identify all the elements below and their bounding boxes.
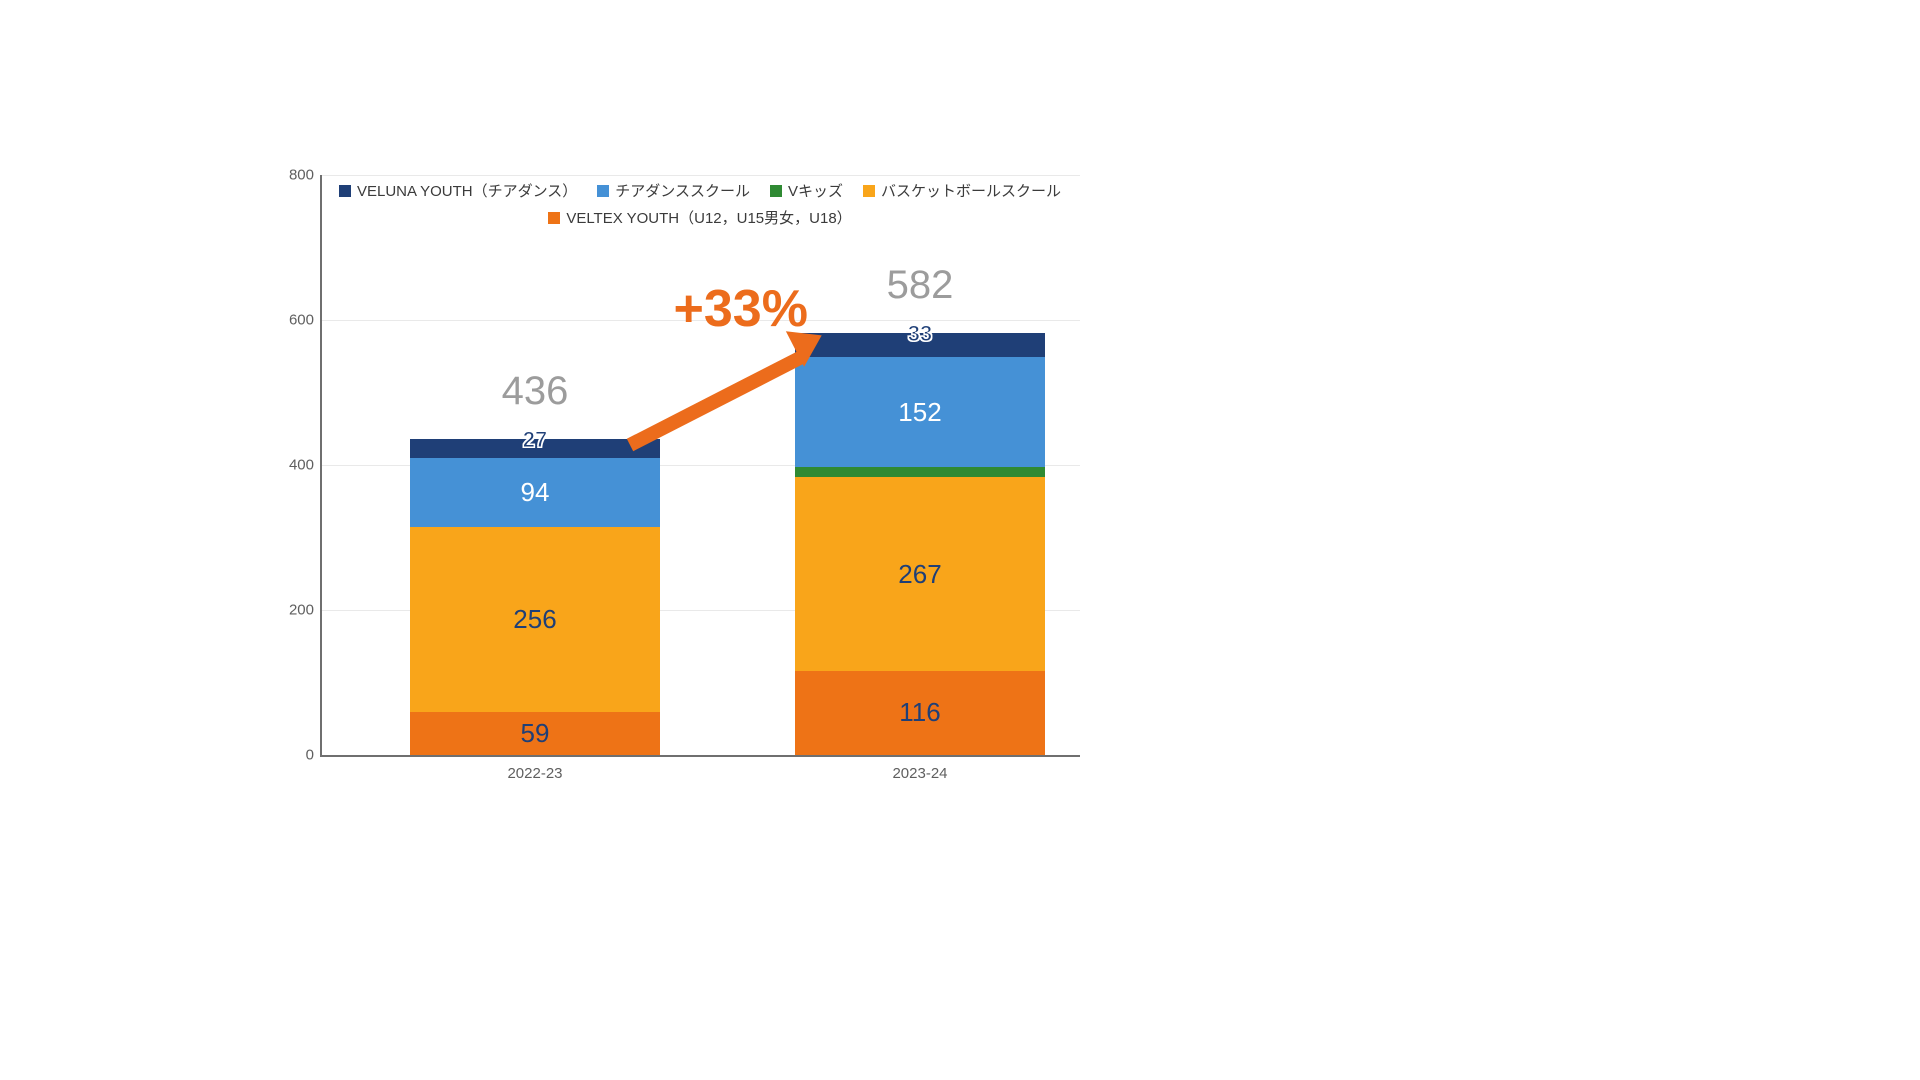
bar-total-label: 582	[795, 263, 1045, 308]
segment-value-label: 33	[795, 321, 1045, 347]
legend-label: VELTEX YOUTH（U12，U15男女，U18）	[566, 207, 851, 228]
growth-callout-text: +33%	[674, 279, 808, 339]
stacked-bar-chart: 02004006008005925694274362022-2311626715…	[290, 150, 1080, 790]
y-axis	[320, 175, 322, 755]
x-category-label: 2022-23	[410, 765, 660, 782]
y-tick-label: 400	[254, 457, 314, 474]
bar-segment-cheer_school: 94	[410, 458, 660, 526]
bar-total-label: 436	[410, 369, 660, 414]
legend-label: Vキッズ	[788, 180, 843, 201]
legend-label: バスケットボールスクール	[881, 180, 1061, 201]
segment-value-label: 116	[899, 697, 940, 728]
y-tick-label: 0	[254, 747, 314, 764]
legend-row: VELUNA YOUTH（チアダンス） チアダンススクール Vキッズ バスケットボール…	[320, 180, 1080, 201]
legend-swatch	[863, 185, 875, 197]
segment-value-label: 94	[521, 477, 550, 508]
x-category-label: 2023-24	[795, 765, 1045, 782]
legend-item: VELUNA YOUTH（チアダンス）	[339, 180, 577, 201]
bar-segment-cheer_school: 152	[795, 357, 1045, 467]
segment-value-label: 256	[513, 604, 556, 635]
legend-item: Vキッズ	[770, 180, 843, 201]
gridline	[320, 175, 1080, 176]
bar-segment-v_kids	[795, 467, 1045, 477]
legend-label: VELUNA YOUTH（チアダンス）	[357, 180, 577, 201]
bar-segment-veltex_youth: 116	[795, 671, 1045, 755]
legend-swatch	[770, 185, 782, 197]
y-tick-label: 600	[254, 312, 314, 329]
segment-value-label: 267	[898, 559, 941, 590]
legend-label: チアダンススクール	[615, 180, 750, 201]
segment-value-label: 27	[410, 427, 660, 453]
bar-segment-veltex_youth: 59	[410, 712, 660, 755]
y-tick-label: 800	[254, 167, 314, 184]
bar-segment-veluna_youth: 33	[795, 333, 1045, 357]
segment-value-label: 59	[521, 718, 550, 749]
bar-segment-veluna_youth: 27	[410, 439, 660, 459]
legend-swatch	[339, 185, 351, 197]
legend-swatch	[548, 212, 560, 224]
legend-row: VELTEX YOUTH（U12，U15男女，U18）	[320, 207, 1080, 228]
segment-value-label: 152	[898, 397, 941, 428]
legend-item: チアダンススクール	[597, 180, 750, 201]
bar-segment-basketball_school: 256	[410, 527, 660, 713]
legend: VELUNA YOUTH（チアダンス） チアダンススクール Vキッズ バスケットボール…	[320, 180, 1080, 228]
legend-item: バスケットボールスクール	[863, 180, 1061, 201]
legend-swatch	[597, 185, 609, 197]
bar-segment-basketball_school: 267	[795, 477, 1045, 671]
x-axis	[320, 755, 1080, 757]
y-tick-label: 200	[254, 602, 314, 619]
legend-item: VELTEX YOUTH（U12，U15男女，U18）	[548, 207, 851, 228]
